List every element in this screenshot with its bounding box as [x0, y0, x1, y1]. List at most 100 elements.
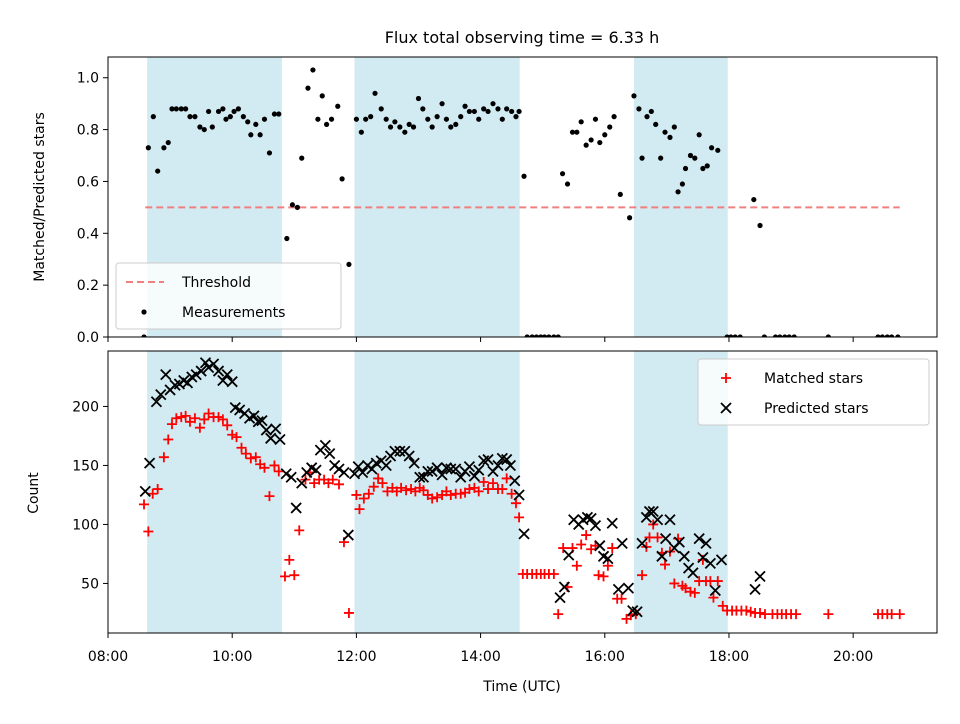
measurement-point-23	[245, 119, 251, 125]
measurement-point-105	[639, 155, 645, 161]
measurement-point-87	[551, 334, 557, 337]
measurement-point-119	[700, 165, 706, 172]
measurement-point-10	[187, 114, 193, 120]
matched-stars-point-143	[823, 609, 834, 620]
matched-stars-point-69	[464, 484, 475, 495]
measurement-point-16	[215, 108, 222, 115]
measurement-point-57	[415, 95, 422, 102]
measurement-point-82	[529, 334, 535, 337]
top-y-tick-label-5: 1.0	[77, 71, 99, 87]
predicted-stars-point-117	[704, 557, 716, 570]
predicted-stars-point-71	[468, 470, 481, 482]
legend-entry-label-1: Measurements	[182, 305, 285, 321]
matched-stars-point-46	[358, 493, 369, 504]
measurement-point-66	[458, 114, 464, 120]
measurement-point-132	[782, 334, 788, 337]
predicted-stars-point-19	[226, 376, 238, 388]
predicted-stars-point-3	[155, 389, 167, 401]
matched-stars-point-23	[245, 453, 256, 464]
measurement-point-31	[284, 235, 290, 242]
matched-stars-point-56	[406, 484, 417, 495]
predicted-stars-point-43	[338, 466, 350, 479]
measurement-point-127	[751, 196, 757, 203]
measurement-point-68	[466, 108, 473, 115]
top-y-tick-label-3: 0.6	[77, 174, 99, 190]
predicted-stars-point-76	[492, 459, 504, 472]
bottom-x-tick-label-0: 08:00	[88, 649, 128, 665]
predicted-stars-point-95	[606, 517, 618, 529]
measurement-point-139	[889, 334, 895, 337]
predicted-stars-point-4	[160, 368, 172, 381]
matched-stars-point-31	[284, 554, 295, 565]
measurement-point-113	[675, 189, 681, 195]
measurement-point-130	[772, 334, 779, 337]
measurement-point-135	[825, 334, 831, 337]
predicted-stars-point-30	[274, 433, 286, 446]
predicted-stars-point-34	[296, 477, 308, 489]
predicted-stars-point-60	[417, 471, 430, 483]
predicted-stars-point-24	[248, 410, 260, 422]
measurement-point-65	[453, 121, 459, 128]
matched-stars-point-11	[189, 413, 200, 424]
predicted-stars-point-49	[366, 463, 378, 475]
top-y-tick-label-4: 0.8	[77, 123, 99, 139]
measurement-point-74	[495, 106, 501, 112]
matched-stars-point-40	[327, 474, 338, 485]
measurement-point-5	[165, 139, 171, 146]
predicted-stars-point-62	[426, 465, 438, 477]
measurement-point-111	[667, 134, 673, 140]
measurement-point-79	[516, 108, 522, 115]
predicted-stars-point-92	[594, 540, 606, 552]
measurement-point-36	[310, 67, 316, 73]
matched-stars-point-99	[598, 571, 609, 582]
bottom-plot-area	[139, 357, 905, 624]
matched-stars-point-74	[488, 478, 499, 489]
matched-stars-point-28	[269, 460, 280, 471]
measurement-point-102	[627, 215, 633, 221]
measurement-point-63	[443, 116, 450, 122]
measurement-point-99	[607, 124, 613, 130]
chart-title: Flux total observing time = 6.33 h	[385, 28, 660, 47]
matched-stars-point-29	[273, 466, 284, 477]
predicted-stars-point-16	[212, 365, 225, 377]
predicted-stars-point-111	[678, 550, 690, 562]
measurement-point-89	[559, 171, 566, 177]
measurement-point-117	[692, 155, 698, 161]
predicted-stars-point-12	[195, 365, 207, 377]
predicted-stars-point-0	[139, 485, 151, 498]
measurement-point-43	[346, 261, 352, 268]
matched-stars-point-19	[227, 429, 238, 440]
matched-stars-point-95	[581, 530, 592, 541]
matched-stars-point-49	[373, 473, 384, 484]
measurement-point-96	[592, 116, 599, 122]
predicted-stars-point-82	[518, 528, 530, 540]
measurement-point-124	[728, 334, 734, 337]
predicted-stars-point-110	[673, 536, 685, 548]
predicted-stars-point-31	[280, 468, 292, 480]
predicted-stars-point-79	[504, 459, 517, 472]
measurement-point-126	[737, 334, 743, 337]
measurement-point-62	[439, 101, 445, 107]
predicted-stars-point-118	[709, 584, 721, 597]
measurement-point-0	[141, 334, 147, 337]
matched-stars-point-45	[354, 504, 365, 515]
measurement-point-131	[777, 334, 783, 337]
predicted-stars-point-17	[217, 374, 229, 387]
bottom-axes-frame	[107, 350, 938, 634]
predicted-stars-point-42	[333, 463, 345, 475]
top-shaded-interval-1	[354, 57, 520, 337]
measurement-point-140	[895, 334, 901, 337]
legend-predicted-swatch	[720, 402, 732, 414]
predicted-stars-point-64	[436, 469, 448, 481]
predicted-stars-point-26	[256, 414, 268, 427]
predicted-stars-point-27	[260, 424, 272, 436]
measurement-point-114	[679, 181, 686, 187]
measurement-point-106	[644, 114, 650, 120]
matched-stars-point-12	[194, 422, 205, 433]
matched-stars-point-94	[576, 539, 587, 550]
matched-stars-point-78	[506, 488, 517, 499]
bottom-x-tick-label-4: 16:00	[585, 649, 625, 665]
measurement-point-60	[429, 124, 435, 130]
measurement-point-21	[235, 106, 242, 112]
